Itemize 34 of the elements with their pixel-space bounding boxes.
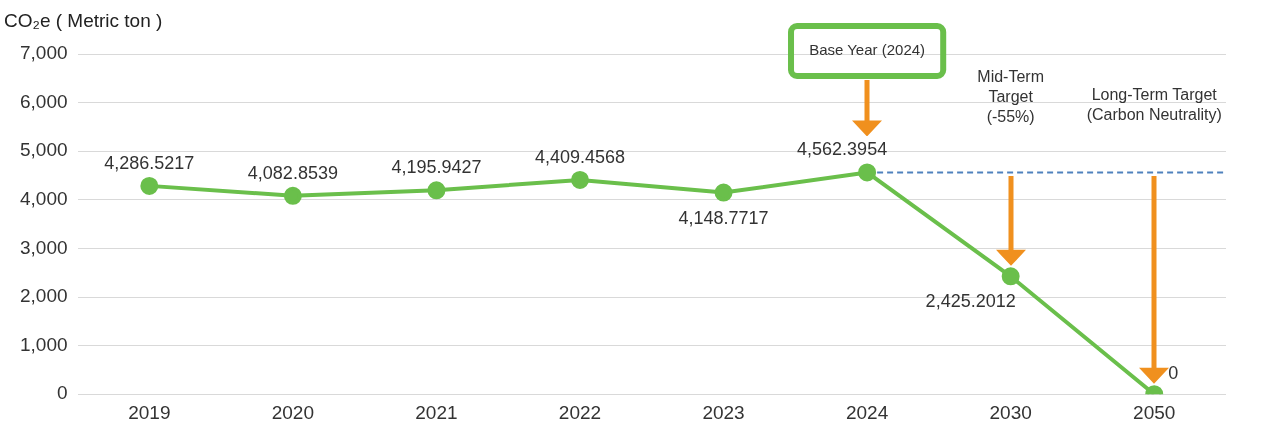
data-label: 4,148.7717 xyxy=(678,207,769,228)
y-axis-title: CO₂e ( Metric ton ) xyxy=(4,10,163,32)
data-label: 4,409.4568 xyxy=(534,146,626,167)
data-label: 4,286.5217 xyxy=(104,152,195,173)
x-tick-label: 2050 xyxy=(1133,401,1176,423)
point xyxy=(571,170,589,189)
data-label: 4,195.9427 xyxy=(391,157,482,178)
data-label: 4,082.8539 xyxy=(247,162,338,183)
y-tick-label: 4,000 xyxy=(20,188,68,210)
annotation: Base Year (2024) xyxy=(809,41,926,59)
y-tick-label: 3,000 xyxy=(20,236,68,258)
point xyxy=(140,176,159,195)
point xyxy=(427,181,446,200)
data-label: 4,562.3954 xyxy=(797,139,888,160)
y-tick-label: 6,000 xyxy=(20,90,68,112)
y-tick-label: 2,000 xyxy=(20,285,68,307)
point xyxy=(858,163,877,182)
annotation: Mid-Term Target (-55%) xyxy=(977,68,1044,126)
y-tick-label: 1,000 xyxy=(20,333,68,355)
y-tick-label: 5,000 xyxy=(20,139,68,161)
x-tick-label: 2030 xyxy=(989,401,1032,423)
x-tick-label: 2019 xyxy=(128,401,171,423)
data-label: 2,425.2012 xyxy=(925,291,1016,312)
point xyxy=(714,183,733,202)
annotation: Long-Term Target (Carbon Neutrality) xyxy=(1086,86,1222,124)
y-tick-label: 7,000 xyxy=(20,42,68,64)
data-label: 0 xyxy=(1168,363,1179,384)
x-tick-label: 2020 xyxy=(271,401,315,423)
x-tick-label: 2023 xyxy=(702,401,745,423)
x-tick-label: 2021 xyxy=(415,401,458,423)
y-tick-label: 0 xyxy=(56,382,68,404)
x-tick-label: 2022 xyxy=(558,401,602,423)
x-tick-label: 2024 xyxy=(845,401,889,423)
point xyxy=(283,186,302,205)
